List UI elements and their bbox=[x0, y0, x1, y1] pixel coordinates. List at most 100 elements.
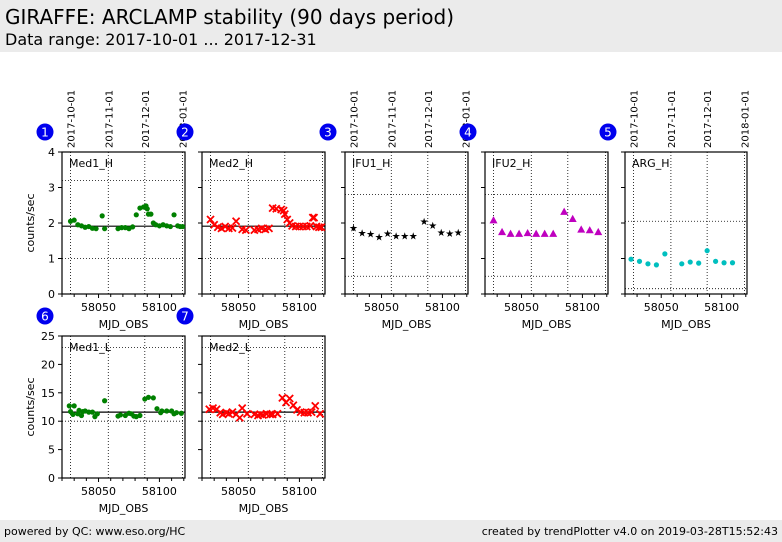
xtick-label: 58100 bbox=[565, 301, 600, 314]
data-point bbox=[102, 398, 108, 404]
data-point: ★ bbox=[375, 232, 384, 243]
xtick-label: 58100 bbox=[425, 301, 460, 314]
panel-number-badge bbox=[319, 123, 337, 141]
data-point bbox=[173, 410, 180, 416]
data-point bbox=[117, 412, 124, 418]
data-point bbox=[94, 411, 100, 417]
data-point bbox=[532, 229, 541, 237]
footer-powered-by: powered by QC: www.eso.org/HC bbox=[4, 525, 186, 538]
date-label: 2018-01-01 bbox=[179, 90, 190, 148]
data-point bbox=[266, 410, 275, 419]
data-point: ★ bbox=[437, 228, 446, 239]
ytick-label: 0 bbox=[48, 472, 55, 485]
panel-number: 7 bbox=[181, 310, 189, 324]
data-point bbox=[150, 395, 156, 401]
ytick-label: 15 bbox=[41, 387, 55, 400]
data-point bbox=[679, 261, 685, 267]
data-series bbox=[628, 248, 736, 268]
data-point bbox=[577, 225, 586, 233]
data-point bbox=[235, 413, 244, 422]
data-point bbox=[148, 211, 154, 217]
data-point bbox=[167, 223, 173, 230]
date-label: 2017-12-01 bbox=[141, 90, 152, 148]
xtick-label: 58050 bbox=[221, 301, 256, 314]
data-series bbox=[205, 393, 325, 422]
ytick-label: 0 bbox=[48, 288, 55, 301]
data-point bbox=[594, 227, 603, 236]
data-point bbox=[645, 261, 651, 267]
panel-ifu2-h: 58050 58100 MJD_OBS IFU2_H 4 bbox=[459, 123, 609, 331]
data-point bbox=[523, 228, 532, 237]
xtick-label: 58100 bbox=[142, 301, 177, 314]
data-point bbox=[540, 229, 549, 237]
data-point bbox=[145, 394, 152, 400]
panel-number-badge bbox=[459, 123, 477, 141]
plot-frame bbox=[201, 335, 326, 479]
panel-number-badge bbox=[176, 123, 194, 141]
ytick-label: 5 bbox=[48, 444, 55, 457]
data-point: ★ bbox=[409, 231, 418, 242]
panel-title: IFU2_H bbox=[492, 157, 530, 170]
plot-frame bbox=[624, 151, 748, 295]
data-point bbox=[498, 227, 507, 236]
data-point bbox=[721, 260, 727, 266]
data-point bbox=[636, 258, 643, 264]
data-point bbox=[515, 229, 524, 237]
data-series bbox=[66, 394, 184, 420]
panel-number: 1 bbox=[41, 126, 49, 140]
data-point bbox=[70, 411, 76, 417]
data-point bbox=[137, 412, 143, 419]
data-point bbox=[228, 223, 237, 233]
panel-title: IFU1_H bbox=[352, 157, 390, 170]
ytick-label: 3 bbox=[48, 182, 55, 195]
data-point bbox=[712, 258, 719, 264]
data-point bbox=[119, 225, 125, 231]
data-point bbox=[549, 229, 558, 237]
ytick-label: 10 bbox=[41, 415, 55, 428]
data-point bbox=[102, 226, 108, 232]
data-point bbox=[311, 401, 320, 411]
date-label: 2018-01-01 bbox=[741, 90, 752, 148]
ytick-label: 25 bbox=[41, 330, 55, 343]
panel-number: 6 bbox=[41, 310, 49, 324]
data-point: ★ bbox=[392, 231, 401, 242]
data-point bbox=[178, 410, 184, 416]
data-point bbox=[241, 225, 250, 235]
data-point: ★ bbox=[420, 217, 429, 228]
date-label: 2017-10-01 bbox=[629, 90, 640, 148]
panel-number-badge bbox=[36, 307, 54, 325]
page-title: GIRAFFE: ARCLAMP stability (90 days peri… bbox=[5, 5, 455, 29]
data-series bbox=[206, 203, 326, 235]
data-point bbox=[489, 216, 498, 224]
date-label: 2018-01-01 bbox=[462, 90, 473, 148]
data-point bbox=[89, 409, 96, 415]
data-point bbox=[729, 260, 736, 266]
panel-number: 2 bbox=[181, 126, 189, 140]
data-point: ★ bbox=[383, 229, 392, 240]
panel-number: 5 bbox=[604, 126, 612, 140]
data-point bbox=[280, 209, 289, 219]
data-point bbox=[506, 229, 515, 237]
data-point bbox=[231, 217, 241, 226]
ytick-label: 1 bbox=[48, 253, 55, 266]
date-label: 2017-12-01 bbox=[424, 90, 435, 148]
panel-ifu1-h: 2017-10-01 2017-11-01 2017-12-01 2018-01-01… bbox=[319, 90, 473, 331]
xtick-label: 58050 bbox=[81, 301, 116, 314]
x-axis-label: MJD_OBS bbox=[99, 318, 149, 331]
data-point bbox=[687, 259, 693, 265]
date-label: 2017-11-01 bbox=[104, 90, 115, 148]
data-point bbox=[309, 213, 319, 222]
date-label: 2017-12-01 bbox=[703, 90, 714, 148]
xtick-label: 58100 bbox=[142, 485, 177, 498]
data-point bbox=[653, 262, 660, 268]
xtick-label: 58100 bbox=[282, 485, 317, 498]
date-label: 2017-11-01 bbox=[667, 90, 678, 148]
panel-med1-h: 2017-10-01 2017-11-01 2017-12-01 2018-01-01… bbox=[24, 90, 190, 331]
plot-frame bbox=[61, 151, 186, 295]
data-point: ★ bbox=[349, 223, 358, 234]
data-point bbox=[144, 206, 150, 212]
data-point bbox=[71, 403, 77, 409]
x-axis-label: MJD_OBS bbox=[661, 318, 711, 331]
data-point bbox=[317, 223, 326, 232]
data-point bbox=[242, 409, 252, 418]
